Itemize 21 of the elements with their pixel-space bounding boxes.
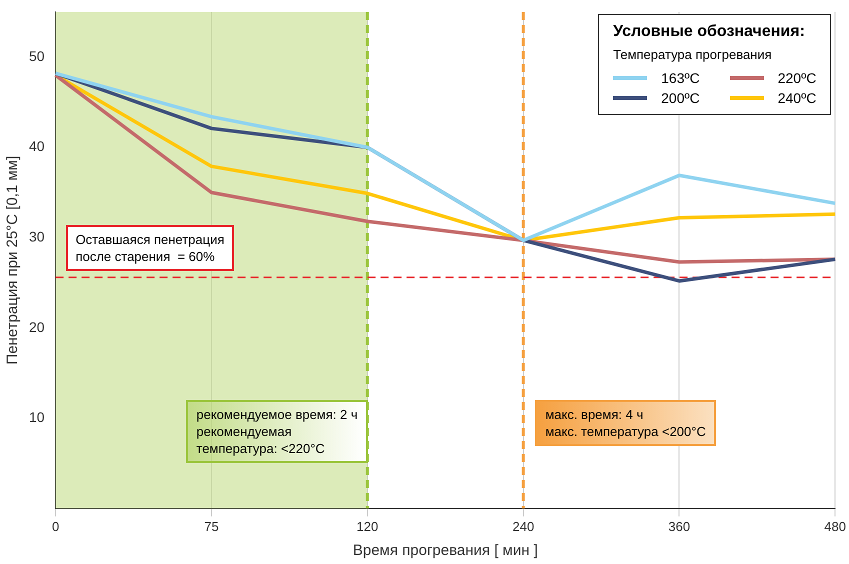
legend-label: 200ºC — [661, 90, 700, 106]
x-tick-label: 480 — [824, 518, 846, 534]
y-tick-label: 40 — [28, 138, 45, 154]
legend-label: 163ºC — [661, 70, 700, 86]
y-tick-label: 10 — [28, 409, 45, 426]
x-tick-label: 240 — [512, 518, 534, 534]
x-tick-label: 360 — [668, 518, 690, 534]
legend-title: Условные обозначения: Температура прогревания — [613, 23, 806, 62]
y-tick-label: 30 — [28, 228, 45, 244]
legend-label: 220ºC — [778, 70, 816, 86]
x-tick-label: 120 — [356, 518, 378, 534]
legend-label: 240ºC — [778, 90, 816, 106]
ref-line-label: рекомендуемое время: 2 ч рекомендуемая температура: <220°C — [186, 400, 368, 464]
y-axis-title: Пенетрация при 25°C [0,1 мм] — [4, 156, 22, 365]
x-tick-label: 75 — [204, 518, 219, 534]
x-axis-title: Время прогревания [ мин ] — [352, 542, 538, 560]
x-tick-label: 0 — [52, 518, 60, 534]
ref-line-label: макс. время: 4 ч макс. температура <200°C — [535, 400, 716, 446]
y-tick-label: 50 — [28, 48, 45, 64]
annotation: Оставшаяся пенетрация после старения = 60% — [66, 225, 234, 272]
y-tick-label: 20 — [28, 318, 45, 335]
